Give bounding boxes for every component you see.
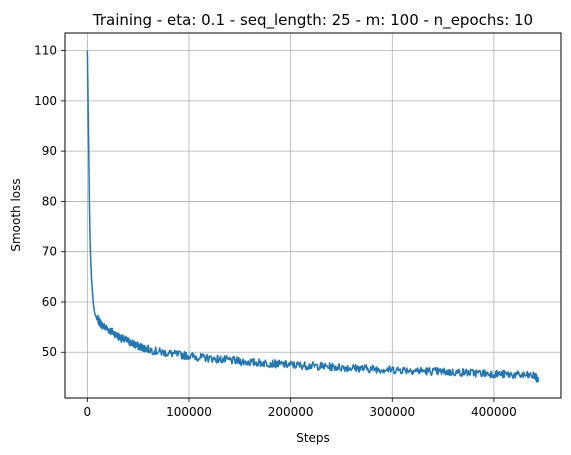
y-axis-label: Smooth loss xyxy=(9,178,23,251)
smooth-loss-line xyxy=(86,50,540,383)
axis-ticks: 0 100000 200000 300000 400000 50 60 70 80 90 100 11… xyxy=(34,44,517,419)
series-line-group xyxy=(86,50,540,383)
x-tick-label: 300000 xyxy=(369,405,415,419)
x-axis-label: Steps xyxy=(296,431,330,445)
y-tick-label: 50 xyxy=(42,345,57,359)
chart-title: Training - eta: 0.1 - seq_length: 25 - m… xyxy=(92,11,533,30)
y-tick-label: 70 xyxy=(42,245,57,259)
y-tick-label: 90 xyxy=(42,144,57,158)
plot-frame xyxy=(64,32,562,399)
y-tick-label: 100 xyxy=(34,94,57,108)
y-tick-label: 110 xyxy=(34,44,57,58)
x-tick-label: 0 xyxy=(84,405,92,419)
x-tick-label: 100000 xyxy=(166,405,212,419)
x-tick-label: 400000 xyxy=(471,405,517,419)
x-tick-label: 200000 xyxy=(268,405,314,419)
y-tick-label: 60 xyxy=(42,295,57,309)
y-tick-label: 80 xyxy=(42,194,57,208)
